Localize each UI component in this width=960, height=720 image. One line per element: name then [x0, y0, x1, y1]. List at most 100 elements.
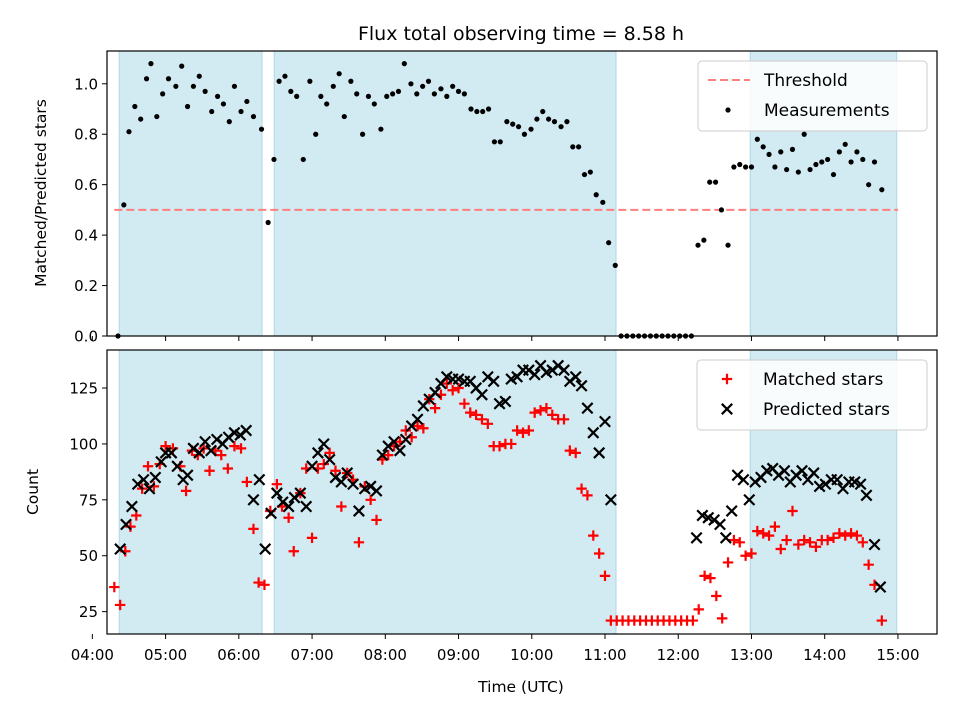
data-point-dot	[848, 159, 854, 165]
y-tick-label: 75	[79, 491, 98, 509]
data-point-dot	[154, 113, 160, 120]
data-point-dot	[819, 159, 825, 165]
data-point-plus	[114, 599, 126, 611]
data-point-plus	[793, 539, 804, 550]
observing-window-1	[118, 50, 263, 337]
data-point-dot	[401, 61, 407, 67]
data-point-x	[300, 500, 313, 513]
data-point-plus	[288, 546, 299, 557]
bottom-axis-ticks: 25 50 75 100 125 04:00 05:00 06:00 07:00 08:00 09:…	[69, 380, 919, 664]
data-point-plus	[253, 577, 264, 588]
data-point-x	[247, 493, 260, 506]
data-point-dot	[354, 91, 360, 97]
x-tick-label: 05:00	[144, 646, 187, 664]
data-point-plus	[523, 425, 535, 436]
data-point-dot	[570, 144, 576, 150]
data-point-x	[528, 368, 541, 381]
y-tick-label: 0.4	[74, 227, 98, 245]
data-point-plus	[763, 530, 775, 541]
data-point-dot	[737, 161, 743, 168]
data-point-dot	[871, 159, 878, 165]
data-point-dot	[606, 240, 612, 246]
data-point-x	[499, 395, 512, 408]
data-point-dot	[474, 108, 480, 115]
data-point-dot	[813, 161, 819, 168]
data-point-dot	[371, 101, 377, 107]
legend-box	[697, 60, 928, 132]
data-point-x	[487, 375, 500, 388]
data-point-dot	[564, 119, 570, 125]
data-point-dot	[784, 166, 790, 173]
data-point-plus	[482, 418, 494, 429]
data-point-dot	[558, 124, 564, 130]
data-point-plus	[541, 402, 552, 414]
data-point-dot	[390, 91, 396, 97]
data-point-dot	[209, 108, 215, 115]
data-point-dot	[491, 139, 498, 145]
data-point-plus	[241, 476, 253, 488]
data-point-dot	[748, 164, 755, 170]
data-point-dot	[854, 149, 860, 155]
data-point-plus	[453, 382, 464, 394]
data-point-dot	[801, 131, 807, 137]
data-point-dot	[202, 88, 208, 94]
data-point-dot	[395, 88, 402, 94]
data-point-x	[874, 581, 887, 594]
data-point-plus	[576, 483, 587, 494]
data-point-x	[335, 475, 348, 488]
data-point-plus	[769, 521, 781, 532]
data-point-dot	[468, 106, 474, 112]
data-point-plus	[180, 485, 192, 497]
data-point-plus	[687, 615, 699, 626]
y-tick-label: 125	[69, 380, 98, 398]
data-point-dot	[485, 106, 492, 112]
data-point-x	[599, 415, 611, 428]
observing-window-1	[118, 349, 263, 635]
data-point-x	[149, 471, 162, 484]
data-point-x	[429, 386, 442, 399]
data-point-x	[719, 531, 732, 544]
data-point-plus	[470, 409, 482, 421]
data-point-dot	[444, 93, 450, 99]
data-point-plus	[828, 532, 839, 544]
data-point-x	[282, 500, 295, 513]
data-point-dot	[772, 164, 778, 170]
data-point-dot	[336, 71, 342, 77]
data-point-dot	[521, 131, 528, 137]
data-point-dot	[288, 88, 294, 94]
data-point-x	[831, 473, 844, 486]
data-point-dot	[300, 156, 306, 163]
legend-swatch-dot	[725, 107, 731, 113]
data-point-x	[311, 446, 324, 459]
data-point-x	[240, 424, 253, 437]
data-point-dot	[718, 207, 725, 213]
data-point-dot	[238, 108, 244, 115]
data-point-plus	[235, 443, 247, 454]
data-point-dot	[497, 139, 503, 145]
data-point-x	[317, 437, 330, 450]
data-point-x	[341, 467, 354, 479]
data-point-x	[270, 487, 283, 500]
data-point-plus	[306, 532, 318, 544]
data-point-x	[352, 505, 365, 517]
top-data-layer	[114, 61, 898, 339]
top-axis-ticks: 0.0 0.2 0.4 0.6 0.8 1.0	[74, 75, 899, 346]
data-point-plus	[558, 414, 570, 425]
data-point-x	[796, 464, 808, 477]
data-point-plus	[799, 534, 810, 546]
data-point-dot	[593, 192, 599, 198]
data-point-dot	[830, 171, 837, 178]
data-point-plus	[711, 590, 722, 602]
data-point-plus	[476, 414, 488, 425]
data-point-plus	[734, 537, 745, 548]
y-tick-label: 1.0	[74, 75, 98, 93]
data-point-x	[171, 460, 184, 473]
data-point-dot	[528, 126, 534, 132]
data-point-plus	[142, 461, 154, 472]
data-point-x	[120, 518, 133, 531]
y-tick-label: 0.6	[74, 176, 98, 194]
data-point-dot	[365, 93, 372, 99]
data-point-x	[265, 507, 278, 520]
data-point-dot	[359, 131, 366, 137]
data-point-x	[205, 444, 217, 457]
